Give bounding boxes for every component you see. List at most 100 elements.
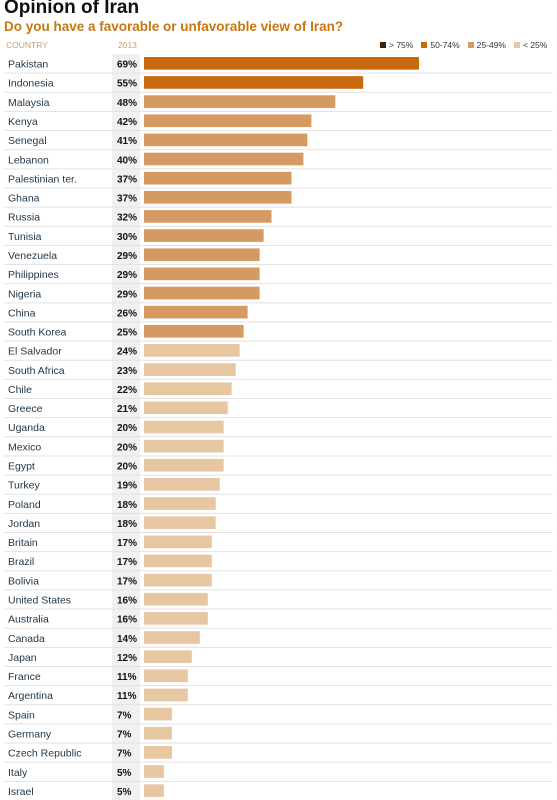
- chart-row-senegal: Senegal 41%: [4, 133, 553, 151]
- category-label: Argentina: [8, 690, 53, 702]
- category-label: Canada: [8, 633, 45, 645]
- category-label: Spain: [8, 709, 35, 721]
- chart-row-jordan: Jordan 18%: [4, 516, 553, 533]
- value-label: 69%: [117, 60, 137, 71]
- chart-row-brazil: Brazil 17%: [4, 554, 553, 572]
- chart-row-kenya: Kenya 42%: [4, 114, 553, 132]
- category-label: Nigeria: [8, 288, 41, 300]
- bar-bolivia: [144, 573, 212, 587]
- value-label: 19%: [117, 481, 137, 492]
- bar-britain: [144, 535, 212, 549]
- value-label: 16%: [117, 615, 137, 626]
- bar-kenya: [144, 114, 312, 128]
- category-label: France: [8, 671, 41, 683]
- chart-row-britain: Britain 17%: [4, 535, 553, 553]
- category-label: Brazil: [8, 556, 34, 568]
- chart-row-egypt: Egypt 20%: [4, 458, 553, 476]
- bar-turkey: [144, 478, 220, 491]
- category-label: Jordan: [8, 518, 40, 530]
- legend-label: > 75%: [389, 40, 414, 50]
- category-label: Pakistan: [8, 59, 48, 71]
- value-label: 20%: [117, 462, 137, 473]
- bar-malaysia: [144, 95, 336, 108]
- bar-uganda: [144, 420, 224, 434]
- legend-item-under-25: < 25%: [513, 40, 548, 50]
- value-label: 37%: [117, 174, 137, 185]
- chart-row-australia: Australia 16%: [4, 612, 553, 629]
- legend-swatch: [380, 42, 386, 48]
- category-label: Malaysia: [8, 97, 50, 109]
- value-label: 26%: [117, 308, 137, 319]
- category-label: Mexico: [8, 441, 41, 453]
- category-label: United States: [8, 594, 71, 606]
- chart-row-germany: Germany 7%: [4, 726, 553, 744]
- chart-row-japan: Japan 12%: [4, 650, 553, 667]
- value-label: 29%: [117, 251, 137, 262]
- value-label: 18%: [117, 519, 137, 530]
- bar-czech-republic: [144, 746, 172, 759]
- chart-row-turkey: Turkey 19%: [4, 478, 553, 495]
- chart-row-el-salvador: El Salvador 24%: [4, 344, 553, 361]
- bar-italy: [144, 765, 164, 778]
- legend-swatch: [421, 42, 428, 48]
- bar-lebanon: [144, 152, 304, 166]
- category-label: Senegal: [8, 135, 47, 147]
- chart-row-lebanon: Lebanon 40%: [4, 152, 553, 170]
- chart-row-italy: Italy 5%: [4, 765, 553, 782]
- value-label: 24%: [117, 347, 137, 358]
- category-label: Poland: [8, 499, 41, 511]
- bar-chile: [144, 382, 232, 396]
- bar-egypt: [144, 458, 224, 472]
- value-label: 29%: [117, 270, 137, 281]
- bar-south-korea: [144, 324, 244, 338]
- chart-row-israel: Israel 5%: [4, 784, 553, 800]
- chart-row-russia: Russia 32%: [4, 210, 553, 227]
- category-label: Chile: [8, 384, 32, 396]
- category-label: Kenya: [8, 116, 38, 128]
- year-column-header: 2013: [118, 40, 137, 50]
- value-label: 17%: [117, 557, 137, 568]
- value-label: 7%: [117, 749, 132, 760]
- legend-label: < 25%: [522, 40, 548, 50]
- bar-france: [144, 669, 188, 683]
- category-label: Czech Republic: [8, 748, 82, 760]
- chart-row-spain: Spain 7%: [4, 707, 553, 725]
- chart-row-philippines: Philippines 29%: [4, 267, 553, 285]
- legend: > 75% 50-74% 25-49% < 25%: [380, 39, 547, 51]
- legend-label: 50-74%: [430, 40, 460, 50]
- bar-argentina: [144, 688, 188, 702]
- chart-row-canada: Canada 14%: [4, 631, 553, 648]
- country-column-header: COUNTRY: [6, 40, 48, 50]
- value-label: 18%: [117, 500, 137, 511]
- chart-row-indonesia: Indonesia 55%: [4, 76, 553, 93]
- legend-swatch: [513, 42, 520, 48]
- chart-row-chile: Chile 22%: [4, 382, 553, 400]
- category-label: Russia: [8, 212, 40, 224]
- category-label: Australia: [8, 614, 49, 626]
- chart-row-poland: Poland 18%: [4, 497, 553, 514]
- chart-row-mexico: Mexico 20%: [4, 439, 553, 457]
- value-label: 16%: [117, 595, 137, 606]
- value-label: 20%: [117, 442, 137, 453]
- chart-row-argentina: Argentina 11%: [4, 688, 553, 706]
- legend-label: 25-49%: [476, 40, 506, 50]
- value-label: 25%: [117, 328, 137, 339]
- bar-spain: [144, 707, 172, 721]
- value-label: 17%: [117, 538, 137, 549]
- value-label: 48%: [117, 98, 137, 109]
- category-label: Uganda: [8, 422, 45, 434]
- category-label: Egypt: [8, 461, 35, 473]
- legend-item-50-74: 50-74%: [421, 40, 460, 50]
- bar-south-africa: [144, 363, 236, 376]
- category-label: South Africa: [8, 365, 65, 377]
- chart-row-united-states: United States 16%: [4, 592, 553, 610]
- legend-swatch: [467, 42, 474, 48]
- bar-brazil: [144, 554, 212, 568]
- category-label: Tunisia: [8, 231, 42, 243]
- bar-australia: [144, 612, 208, 625]
- value-label: 22%: [117, 385, 137, 396]
- chart-row-venezuela: Venezuela 29%: [4, 248, 553, 266]
- chart-row-pakistan: Pakistan 69%: [4, 57, 553, 74]
- chart-row-france: France 11%: [4, 669, 553, 687]
